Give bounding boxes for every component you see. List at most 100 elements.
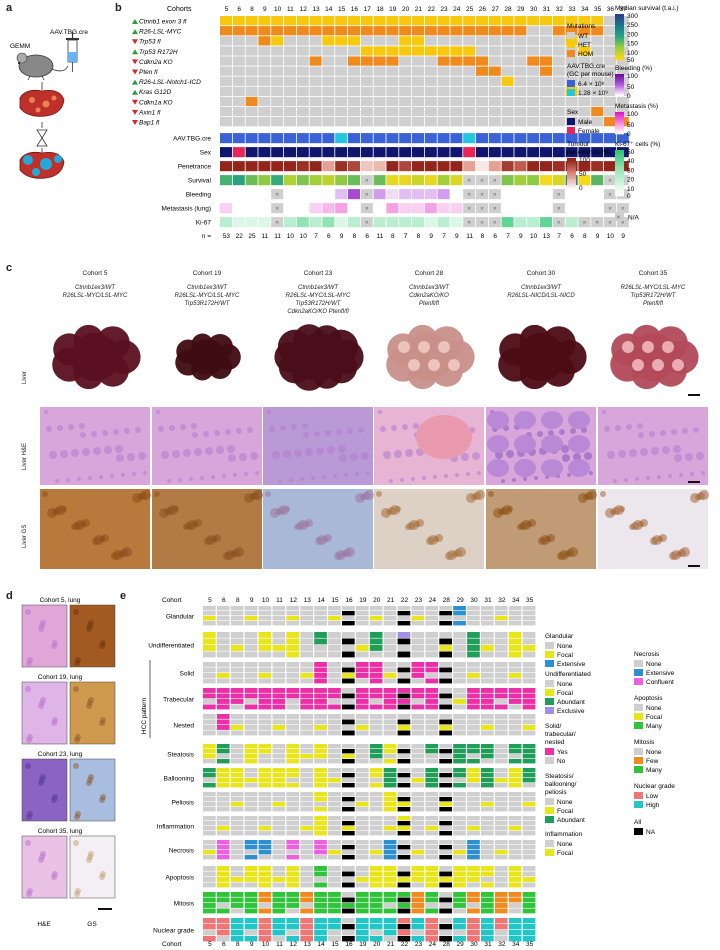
- histology-cell: [314, 616, 327, 621]
- histology-cell: [439, 897, 452, 903]
- mutation-cell: [232, 66, 245, 76]
- mutation-cell: [578, 36, 591, 46]
- penetrance-tick: 0: [579, 185, 583, 192]
- histology-cell: [272, 606, 286, 611]
- histology-cell: [272, 871, 286, 877]
- histology-cell: [369, 693, 383, 699]
- histology-cell: [300, 840, 313, 845]
- histology-cell: [425, 699, 439, 704]
- histology-cell: [230, 749, 244, 754]
- mutation-cell: [437, 96, 450, 107]
- n-value: 8: [583, 233, 587, 240]
- survival-gradient: [615, 46, 624, 49]
- histology-cell: [355, 744, 369, 749]
- histology-cell: [328, 792, 341, 797]
- histology-cell: [369, 651, 383, 658]
- histology-cell: [314, 651, 327, 658]
- histology-cell: [216, 783, 230, 788]
- cohort-number-bottom: 12: [290, 941, 298, 948]
- histology-cell: [300, 768, 313, 773]
- gs-stain-spot: [466, 493, 476, 503]
- mutation-cell: [284, 86, 296, 96]
- histology-cell: [342, 877, 355, 882]
- histology-cell: [397, 645, 411, 651]
- mutation-cell: [258, 16, 271, 26]
- gs-stain-spot: [270, 508, 280, 518]
- he-nucleus: [674, 454, 682, 462]
- histology-cell: [494, 678, 508, 684]
- mutation-cell: [335, 56, 348, 66]
- na-mark: ×: [275, 206, 279, 213]
- histology-cell: [244, 621, 258, 626]
- histology-cell: [203, 783, 216, 788]
- histology-cell: [467, 850, 480, 855]
- histology-cell: [467, 877, 480, 882]
- histology-cell: [494, 845, 508, 850]
- ki67-cell: [348, 217, 360, 228]
- mutation-cell: [258, 36, 271, 46]
- he-nucleus: [143, 471, 147, 475]
- histology-cell: [342, 667, 355, 673]
- histology-cell: [425, 778, 439, 783]
- metastasis-gradient: [615, 131, 624, 133]
- histology-cell: [258, 651, 272, 658]
- histology-cell: [369, 667, 383, 673]
- histology-cell: [216, 704, 230, 710]
- histology-cell: [342, 792, 355, 797]
- mutation-cell: [565, 16, 578, 26]
- metastasis-cell: [360, 203, 373, 214]
- ki67-tick: 20: [627, 177, 635, 184]
- mutation-cell: [424, 56, 437, 66]
- histology-cell: [342, 840, 355, 845]
- histology-cell: [453, 704, 466, 710]
- histology-cell: [300, 699, 313, 704]
- penetrance-gradient: [567, 169, 576, 171]
- mutation-cell: [450, 117, 463, 127]
- he-nucleus: [662, 446, 670, 454]
- mutation-cell: [360, 76, 373, 86]
- genotype-line: R26LSL-MYC/LSL-MYC: [174, 293, 240, 299]
- n-value: 10: [607, 233, 615, 240]
- histology-cell: [411, 816, 425, 821]
- gs-stain-image: [486, 489, 597, 569]
- mutation-cell: [552, 96, 565, 107]
- histology-cell: [203, 688, 216, 693]
- cohort-number: 21: [415, 6, 423, 13]
- histology-cell: [258, 792, 272, 797]
- histology-cell: [328, 693, 341, 699]
- histology-cell: [216, 773, 230, 778]
- histology-cell: [328, 871, 341, 877]
- n-value: 11: [466, 233, 473, 240]
- histology-cell: [467, 773, 480, 778]
- mutation-cell: [578, 76, 591, 86]
- histology-cell: [244, 882, 258, 888]
- histology-cell: [286, 621, 300, 626]
- ki67-cell: [284, 217, 296, 228]
- na-mark: ×: [467, 220, 471, 227]
- feature-label: Solid: [180, 671, 195, 678]
- penetrance-cell: [258, 161, 271, 172]
- mutation-cell: [373, 106, 386, 117]
- up-arrow-icon: [132, 19, 138, 24]
- ki67-gradient: [615, 151, 624, 155]
- penetrance-gradient: [567, 188, 576, 191]
- histology-cell: [508, 924, 522, 930]
- n-value: 7: [506, 233, 510, 240]
- glandular-legend-swatch: [545, 651, 554, 658]
- mutation-cell: [437, 56, 450, 66]
- histology-cell: [328, 845, 341, 850]
- histology-cell: [522, 936, 536, 942]
- gs-cell: [100, 640, 106, 646]
- aav-cell: [591, 133, 604, 144]
- histology-cell: [508, 871, 522, 877]
- histology-cell: [355, 866, 369, 871]
- genotype-line: Ctnnb1ex3/WT: [520, 285, 562, 291]
- mutation-cell: [220, 26, 232, 36]
- ki67-cell: [399, 217, 412, 228]
- histology-cell: [369, 778, 383, 783]
- histology-cell: [411, 730, 425, 736]
- histology-cell: [425, 616, 439, 621]
- steatosis-legend-swatch: [545, 807, 554, 814]
- mutation-cell: [373, 96, 386, 107]
- histology-cell: [244, 831, 258, 836]
